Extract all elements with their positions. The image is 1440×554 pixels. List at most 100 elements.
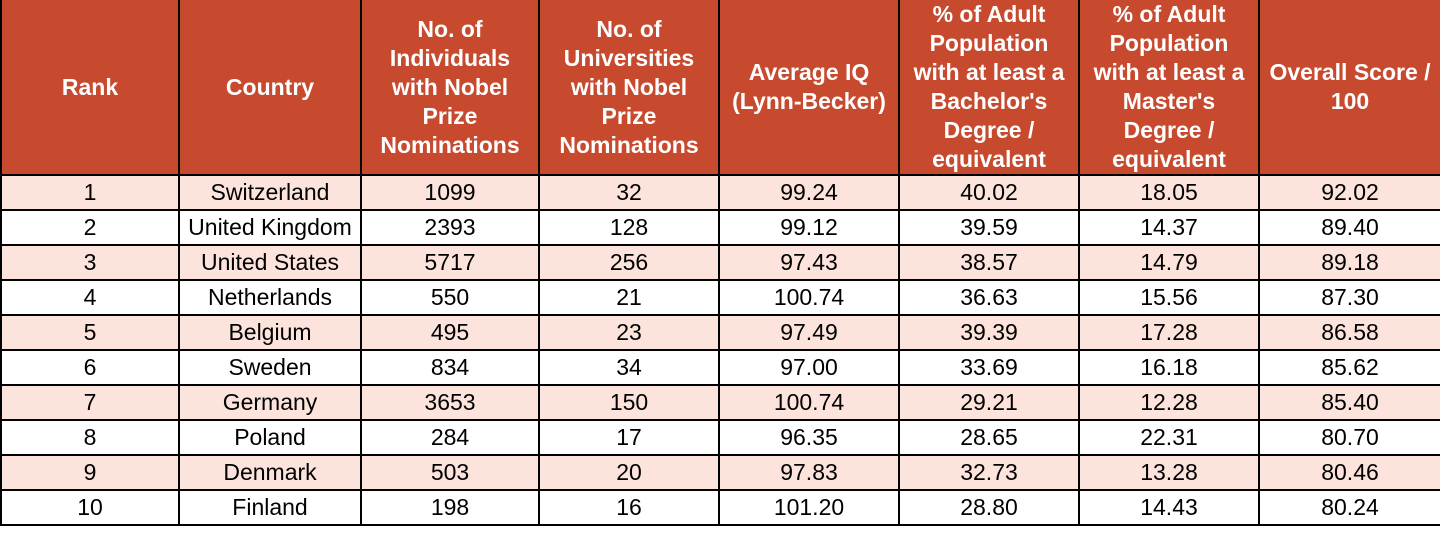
table-row: 5 Belgium 495 23 97.49 39.39 17.28 86.58 [0, 314, 1440, 351]
cell-bachelor_pct: 36.63 [898, 279, 1080, 316]
cell-individuals: 495 [360, 314, 540, 351]
cell-overall_score: 92.02 [1258, 174, 1440, 211]
table-row: 9 Denmark 503 20 97.83 32.73 13.28 80.46 [0, 454, 1440, 491]
cell-rank: 7 [0, 384, 180, 421]
cell-bachelor_pct: 39.59 [898, 209, 1080, 246]
cell-bachelor_pct: 38.57 [898, 244, 1080, 281]
cell-overall_score: 80.24 [1258, 489, 1440, 526]
cell-individuals: 284 [360, 419, 540, 456]
header-row: Rank Country No. of Individuals with Nobel… [0, 0, 1440, 176]
table-row: 2 United Kingdom 2393 128 99.12 39.59 14.37 89.… [0, 209, 1440, 246]
cell-master_pct: 14.37 [1078, 209, 1260, 246]
cell-individuals: 5717 [360, 244, 540, 281]
cell-country: United Kingdom [178, 209, 362, 246]
cell-universities: 34 [538, 349, 720, 386]
cell-overall_score: 87.30 [1258, 279, 1440, 316]
cell-master_pct: 22.31 [1078, 419, 1260, 456]
cell-rank: 5 [0, 314, 180, 351]
cell-country: United States [178, 244, 362, 281]
table-row: 8 Poland 284 17 96.35 28.65 22.31 80.70 [0, 419, 1440, 456]
table-row: 10 Finland 198 16 101.20 28.80 14.43 80.24 [0, 489, 1440, 526]
cell-rank: 8 [0, 419, 180, 456]
cell-average_iq: 100.74 [718, 279, 900, 316]
table-row: 1 Switzerland 1099 32 99.24 40.02 18.05 92.02 [0, 174, 1440, 211]
cell-average_iq: 99.24 [718, 174, 900, 211]
cell-country: Switzerland [178, 174, 362, 211]
cell-country: Poland [178, 419, 362, 456]
cell-rank: 10 [0, 489, 180, 526]
cell-master_pct: 14.79 [1078, 244, 1260, 281]
cell-universities: 17 [538, 419, 720, 456]
cell-rank: 2 [0, 209, 180, 246]
cell-average_iq: 100.74 [718, 384, 900, 421]
cell-universities: 21 [538, 279, 720, 316]
cell-universities: 150 [538, 384, 720, 421]
cell-overall_score: 89.40 [1258, 209, 1440, 246]
cell-master_pct: 17.28 [1078, 314, 1260, 351]
cell-bachelor_pct: 28.80 [898, 489, 1080, 526]
cell-overall_score: 85.40 [1258, 384, 1440, 421]
cell-average_iq: 101.20 [718, 489, 900, 526]
cell-average_iq: 97.83 [718, 454, 900, 491]
table-header: Rank Country No. of Individuals with Nobel… [0, 0, 1440, 176]
cell-country: Finland [178, 489, 362, 526]
cell-universities: 23 [538, 314, 720, 351]
cell-individuals: 834 [360, 349, 540, 386]
column-header-country: Country [178, 0, 362, 176]
country-ranking-table: Rank Country No. of Individuals with Nobel… [0, 0, 1440, 526]
column-header-master_pct: % of Adult Population with at least a Ma… [1078, 0, 1260, 176]
cell-master_pct: 18.05 [1078, 174, 1260, 211]
cell-individuals: 1099 [360, 174, 540, 211]
cell-country: Germany [178, 384, 362, 421]
cell-overall_score: 80.70 [1258, 419, 1440, 456]
cell-individuals: 550 [360, 279, 540, 316]
cell-bachelor_pct: 33.69 [898, 349, 1080, 386]
cell-bachelor_pct: 28.65 [898, 419, 1080, 456]
cell-bachelor_pct: 32.73 [898, 454, 1080, 491]
cell-master_pct: 13.28 [1078, 454, 1260, 491]
cell-rank: 9 [0, 454, 180, 491]
table-row: 7 Germany 3653 150 100.74 29.21 12.28 85.40 [0, 384, 1440, 421]
column-header-average_iq: Average IQ (Lynn-Becker) [718, 0, 900, 176]
cell-overall_score: 85.62 [1258, 349, 1440, 386]
column-header-universities: No. of Universities with Nobel Prize Nom… [538, 0, 720, 176]
cell-rank: 6 [0, 349, 180, 386]
cell-individuals: 198 [360, 489, 540, 526]
cell-universities: 20 [538, 454, 720, 491]
cell-individuals: 2393 [360, 209, 540, 246]
cell-average_iq: 97.49 [718, 314, 900, 351]
cell-bachelor_pct: 29.21 [898, 384, 1080, 421]
table-body: 1 Switzerland 1099 32 99.24 40.02 18.05 92.02 2 U… [0, 174, 1440, 526]
cell-country: Sweden [178, 349, 362, 386]
cell-rank: 1 [0, 174, 180, 211]
cell-rank: 3 [0, 244, 180, 281]
cell-bachelor_pct: 40.02 [898, 174, 1080, 211]
cell-master_pct: 15.56 [1078, 279, 1260, 316]
cell-overall_score: 80.46 [1258, 454, 1440, 491]
column-header-rank: Rank [0, 0, 180, 176]
cell-master_pct: 12.28 [1078, 384, 1260, 421]
cell-individuals: 503 [360, 454, 540, 491]
cell-universities: 32 [538, 174, 720, 211]
cell-individuals: 3653 [360, 384, 540, 421]
cell-rank: 4 [0, 279, 180, 316]
cell-average_iq: 97.00 [718, 349, 900, 386]
cell-country: Denmark [178, 454, 362, 491]
cell-country: Netherlands [178, 279, 362, 316]
cell-master_pct: 16.18 [1078, 349, 1260, 386]
table-row: 6 Sweden 834 34 97.00 33.69 16.18 85.62 [0, 349, 1440, 386]
cell-country: Belgium [178, 314, 362, 351]
cell-master_pct: 14.43 [1078, 489, 1260, 526]
column-header-overall_score: Overall Score / 100 [1258, 0, 1440, 176]
cell-average_iq: 96.35 [718, 419, 900, 456]
cell-overall_score: 89.18 [1258, 244, 1440, 281]
table-row: 3 United States 5717 256 97.43 38.57 14.79 89.1… [0, 244, 1440, 281]
table-row: 4 Netherlands 550 21 100.74 36.63 15.56 87.30 [0, 279, 1440, 316]
cell-universities: 16 [538, 489, 720, 526]
cell-bachelor_pct: 39.39 [898, 314, 1080, 351]
cell-average_iq: 99.12 [718, 209, 900, 246]
cell-overall_score: 86.58 [1258, 314, 1440, 351]
column-header-bachelor_pct: % of Adult Population with at least a Ba… [898, 0, 1080, 176]
column-header-individuals: No. of Individuals with Nobel Prize Nomi… [360, 0, 540, 176]
cell-average_iq: 97.43 [718, 244, 900, 281]
